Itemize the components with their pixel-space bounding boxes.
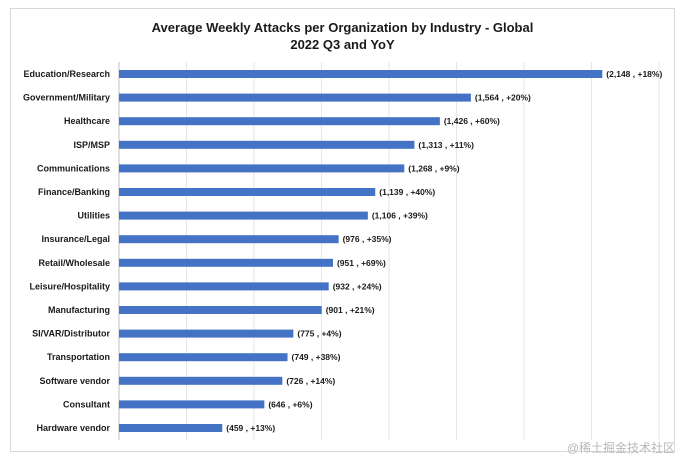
- category-label: Manufacturing: [48, 305, 110, 315]
- category-label: ISP/MSP: [73, 140, 110, 150]
- bar: [119, 117, 440, 126]
- category-label: Utilities: [77, 211, 110, 221]
- category-label: Leisure/Hospitality: [29, 281, 110, 291]
- bar: [119, 140, 415, 149]
- category-label: Consultant: [63, 399, 110, 409]
- data-labels: (2,148 , +18%) (1,564 , +20%) (1,426 , +60…: [226, 69, 662, 433]
- category-label: Finance/Banking: [38, 187, 110, 197]
- watermark: @稀土掘金技术社区: [566, 441, 675, 455]
- category-label: SI/VAR/Distributor: [32, 329, 110, 339]
- data-label: (932 , +24%): [333, 281, 382, 291]
- bar: [119, 424, 223, 432]
- category-label: Communications: [37, 163, 110, 173]
- data-label: (775 , +4%): [297, 329, 341, 339]
- data-label: (1,313 , +11%): [418, 140, 474, 150]
- bar: [119, 329, 294, 338]
- chart-title-line-1: Average Weekly Attacks per Organization …: [151, 20, 534, 35]
- data-label: (976 , +35%): [343, 234, 392, 244]
- category-label: Software vendor: [39, 376, 110, 386]
- data-label: (951 , +69%): [337, 258, 386, 268]
- bars: [119, 70, 603, 432]
- bar: [119, 306, 322, 314]
- data-label: (901 , +21%): [326, 305, 375, 315]
- category-label: Education/Research: [23, 69, 110, 79]
- bar: [119, 400, 265, 409]
- category-label: Insurance/Legal: [41, 234, 110, 244]
- bar: [119, 235, 339, 244]
- bar: [119, 93, 471, 102]
- bar: [119, 353, 288, 362]
- bar: [119, 211, 368, 220]
- category-label: Healthcare: [64, 116, 110, 126]
- category-label: Hardware vendor: [36, 423, 110, 433]
- category-label: Transportation: [47, 352, 110, 362]
- category-labels: Education/Research Government/Military Hea…: [23, 69, 111, 433]
- bar: [119, 164, 405, 173]
- bar: [119, 282, 329, 291]
- category-label: Government/Military: [23, 93, 110, 103]
- data-label: (1,139 , +40%): [379, 187, 435, 197]
- data-label: (459 , +13%): [226, 423, 275, 433]
- bar: [119, 188, 376, 196]
- data-label: (726 , +14%): [286, 376, 335, 386]
- bar: [119, 70, 603, 78]
- bar: [119, 376, 283, 385]
- category-label: Retail/Wholesale: [38, 258, 110, 268]
- data-label: (1,106 , +39%): [372, 211, 428, 221]
- data-label: (1,564 , +20%): [475, 93, 531, 103]
- data-label: (1,426 , +60%): [444, 116, 500, 126]
- chart-title-line-2: 2022 Q3 and YoY: [290, 37, 395, 52]
- data-label: (1,268 , +9%): [408, 163, 459, 173]
- data-label: (2,148 , +18%): [606, 69, 662, 79]
- bar: [119, 258, 333, 267]
- data-label: (749 , +38%): [292, 352, 341, 362]
- data-label: (646 , +6%): [268, 399, 312, 409]
